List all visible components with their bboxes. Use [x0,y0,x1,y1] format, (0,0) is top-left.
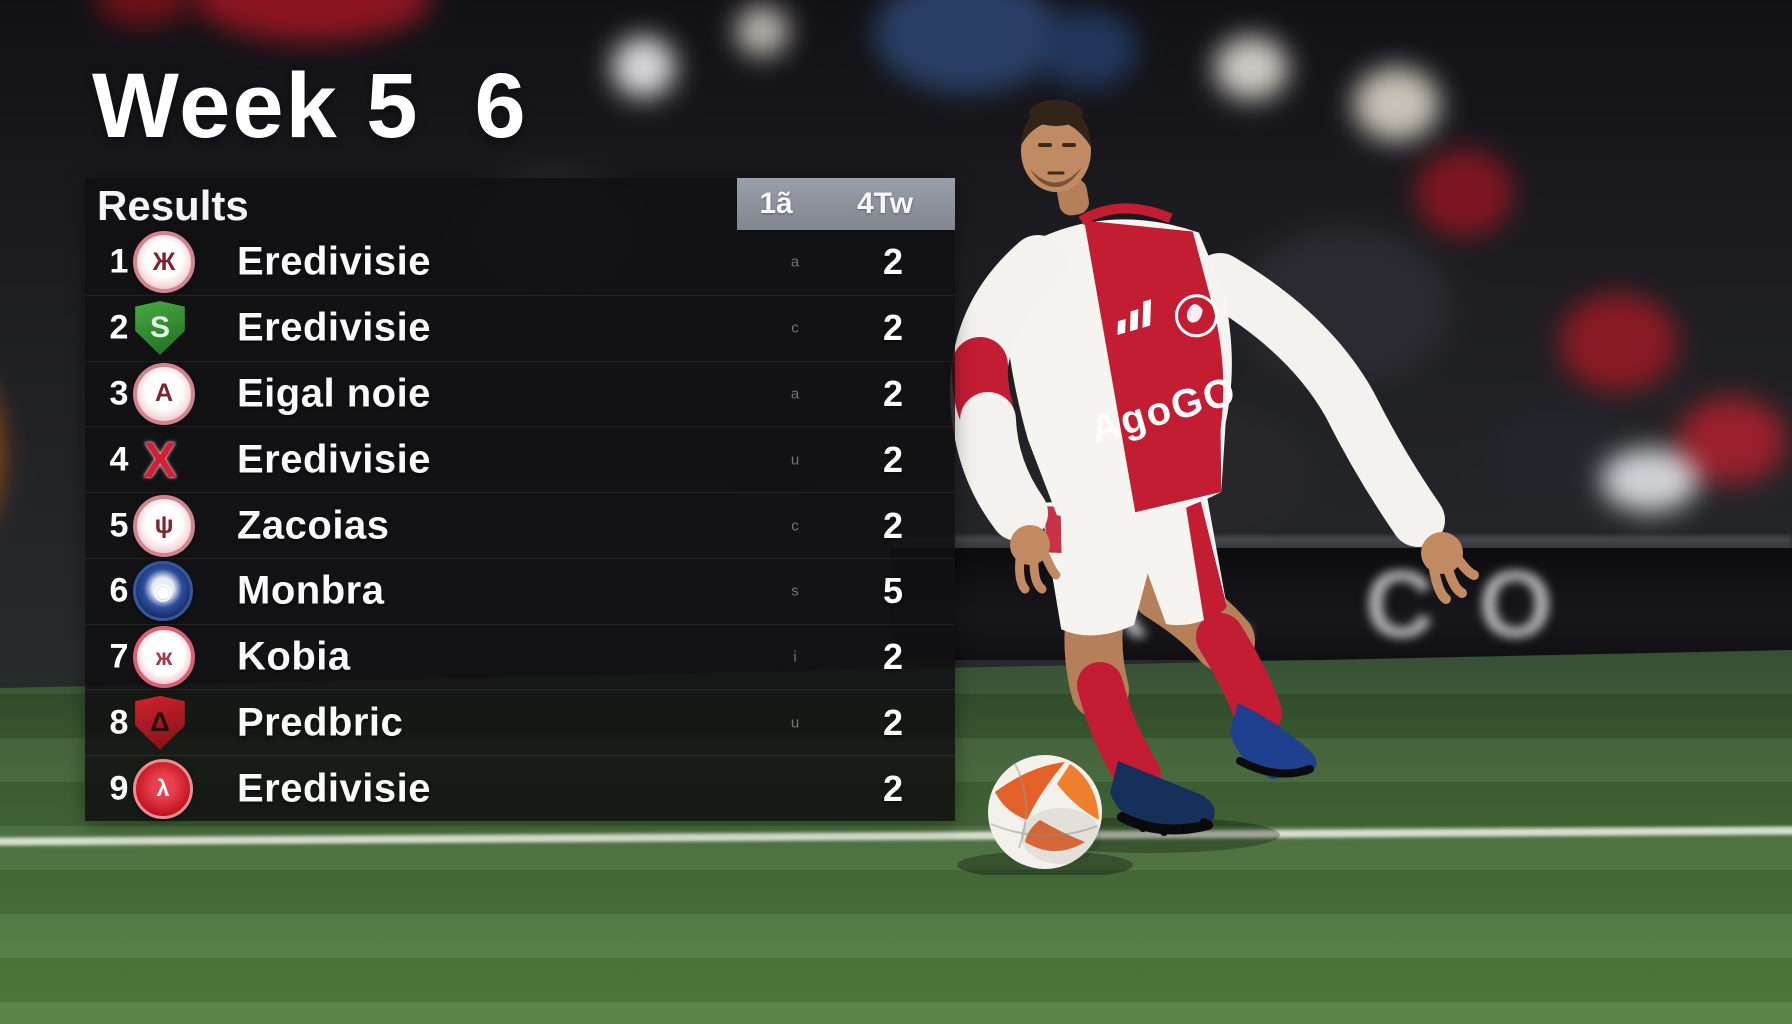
score-cell: 2 [882,504,904,546]
crowd-blob [1415,149,1513,237]
badge-glyph: Ж [152,247,176,276]
team-name: Eredivisie [237,766,432,811]
soccer-ball [988,755,1102,869]
crowd-blob [874,0,1060,93]
crowd-blob [1600,448,1699,512]
player-right-arm [1193,253,1479,604]
player-left-arm [949,235,1066,594]
table-row: 3 A Eigal noie a 2 [85,360,955,427]
team-name: Monbra [237,568,385,613]
crowd-blob [735,5,789,57]
team-badge-icon: ψ [133,494,195,557]
mid-mark: i [793,648,797,666]
team-name: Eredivisie [237,239,432,284]
jersey-red-band [1084,220,1224,513]
crowd-blob [1353,66,1440,142]
table-row: 4 X Eredivisie u 2 [85,426,955,492]
team-badge-icon: ◉ [133,561,193,622]
table-row: 7 ж Kobia i 2 [85,623,955,690]
table-row: 1 Ж Eredivisie a 2 [85,230,955,295]
rank-cell: 8 [109,703,129,742]
mid-mark: s [791,582,799,600]
rank-cell: 7 [109,637,129,676]
score-cell: 2 [882,307,904,349]
team-badge-icon: λ [133,758,193,819]
column-headers: 1ã 4Tw [737,178,955,230]
player-shorts [1040,498,1227,636]
score-cell: 2 [882,372,904,414]
team-badge-icon: Δ [135,695,185,750]
page-title: Week 5 6 [92,55,528,157]
rank-cell: 3 [109,374,129,413]
team-name: Predbric [237,700,404,745]
crowd-blob [194,0,432,42]
crowd-blob [1039,10,1138,88]
badge-glyph: ◉ [152,577,174,604]
team-name: Zacoias [237,503,390,548]
player-head [1021,100,1091,216]
rank-cell: 9 [109,769,129,808]
column-header-2: 4Tw [856,187,914,220]
mid-mark: a [790,253,800,271]
rank-cell: 1 [109,242,129,281]
crowd-blob [1559,293,1678,392]
badge-glyph: X [143,431,177,488]
team-name: Kobia [237,634,351,679]
team-name: Eigal noie [237,371,431,416]
score-cell: 5 [882,570,904,612]
team-name: Eredivisie [237,305,432,350]
score-cell: 2 [882,636,904,678]
table-row: 5 ψ Zacoias c 2 [85,492,955,558]
score-cell: 2 [882,701,904,743]
boot-right [1230,703,1317,779]
table-row: 8 Δ Predbric u 2 [85,689,955,755]
column-header-1: 1ã [759,187,793,220]
crowd-blob [96,0,190,26]
boot-left [1110,761,1215,833]
rank-cell: 4 [109,440,129,479]
rank-cell: 6 [109,571,129,610]
team-badge-icon: Ж [133,231,195,294]
team-badge-icon: A [133,362,195,425]
badge-glyph: S [149,311,170,345]
badge-glyph: ж [155,643,173,670]
adidas-logo-icon [1117,299,1152,335]
mid-mark: u [790,714,800,732]
table-row: 2 S Eredivisie c 2 [85,294,955,361]
mid-mark: c [791,517,799,535]
rank-cell: 2 [109,308,129,347]
team-badge-icon: S [135,301,185,356]
badge-glyph: A [154,379,174,408]
results-panel: Results 1ã 4Tw 1 Ж Eredivisie a 2 2 S Er… [85,178,955,821]
mid-mark: a [790,385,800,403]
score-cell: 2 [882,241,904,283]
mid-mark: c [791,319,799,337]
rank-cell: 5 [109,506,129,545]
score-cell: 2 [882,438,904,480]
crowd-blob [1214,36,1289,100]
team-name: Eredivisie [237,437,432,482]
badge-glyph: ψ [154,511,174,540]
player-jersey: AgoGO [1004,203,1242,521]
score-cell: 2 [882,767,904,809]
club-crest-icon [1175,294,1219,338]
results-rows: 1 Ж Eredivisie a 2 2 S Eredivisie c 2 3 … [85,230,955,821]
table-row: 6 ◉ Monbra s 5 [85,557,955,624]
table-row: 9 λ Eredivisie 2 [85,755,955,821]
team-badge-icon: ж [133,626,195,689]
crowd-blob [1492,406,1622,505]
player-photo: AgoGO [949,100,1479,875]
results-header: Results [97,182,249,229]
team-badge-icon: X [133,431,187,488]
mid-mark: u [790,451,800,469]
badge-glyph: Δ [150,707,170,738]
badge-glyph: λ [156,775,170,802]
crowd-blob [611,36,676,98]
